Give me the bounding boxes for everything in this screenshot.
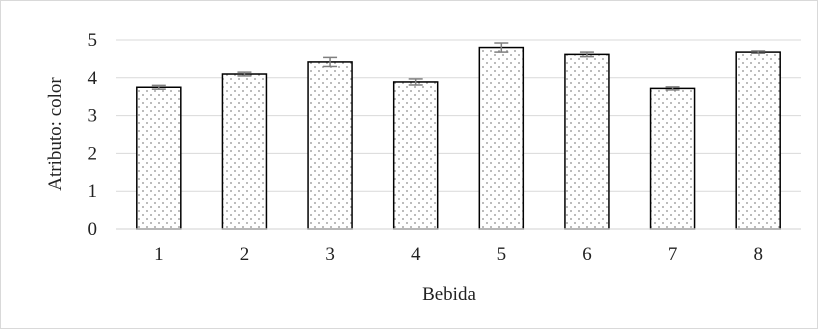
error-bar-bebida-7 — [665, 86, 680, 91]
axes: 0 1 2 3 4 5 1 2 3 4 5 6 7 8 — [88, 30, 801, 265]
error-bar-bebida-8 — [751, 50, 766, 54]
y-tick-label: 2 — [88, 143, 98, 164]
y-tick-label: 1 — [88, 181, 98, 202]
error-bar-bebida-3 — [323, 56, 338, 68]
y-tick-label: 5 — [88, 30, 98, 51]
x-axis-title: Bebida — [422, 284, 476, 305]
bar-bebida-3 — [307, 61, 353, 230]
error-bar-bebida-4 — [408, 78, 423, 86]
error-bar-bebida-1 — [151, 84, 166, 90]
x-tick-label: 2 — [240, 244, 250, 265]
error-bar-bebida-6 — [579, 51, 594, 58]
x-tick-label: 5 — [497, 244, 507, 265]
y-tick-label: 4 — [88, 68, 98, 89]
gridlines — [116, 39, 801, 192]
y-axis-title: Atributo: color — [45, 77, 66, 191]
bar-bebida-1 — [136, 86, 182, 230]
x-tick-label: 8 — [753, 244, 763, 265]
error-bar-bebida-2 — [237, 71, 252, 77]
x-tick-label: 1 — [154, 244, 164, 265]
error-bar-bebida-5 — [494, 42, 509, 53]
x-tick-label: 3 — [325, 244, 335, 265]
y-tick-label: 3 — [88, 106, 98, 127]
bar-bebida-2 — [221, 73, 268, 230]
bar-bebida-4 — [392, 81, 439, 230]
y-tick-label: 0 — [88, 219, 98, 240]
bars — [136, 46, 781, 230]
error-bars — [151, 42, 766, 91]
bar-bebida-7 — [649, 87, 696, 230]
x-tick-label: 7 — [668, 244, 678, 265]
bar-bebida-6 — [564, 53, 610, 230]
x-tick-label: 4 — [411, 244, 421, 265]
x-tick-label: 6 — [582, 244, 592, 265]
bar-bebida-8 — [735, 51, 781, 230]
bar-bebida-5 — [478, 46, 525, 230]
